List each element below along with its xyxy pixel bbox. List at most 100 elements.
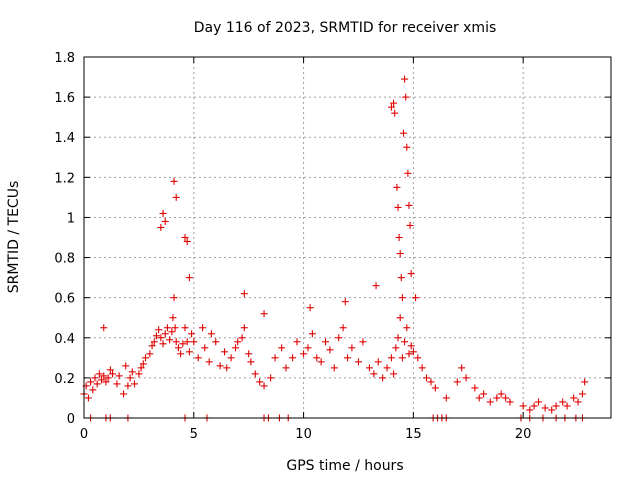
data-point: [393, 183, 401, 191]
data-point: [199, 324, 207, 332]
data-point: [113, 380, 121, 388]
data-point: [87, 378, 95, 386]
data-point: [256, 378, 264, 386]
data-point: [414, 354, 422, 362]
data-point: [232, 344, 240, 352]
data-point: [171, 324, 179, 332]
data-point: [185, 274, 193, 282]
y-tick-label: 1.4: [54, 131, 75, 146]
data-point: [578, 390, 586, 398]
data-point: [172, 338, 180, 346]
data-point: [179, 340, 187, 348]
data-point: [548, 406, 556, 414]
data-point: [453, 378, 461, 386]
data-point: [109, 370, 117, 378]
data-point: [155, 326, 163, 334]
data-point: [163, 324, 171, 332]
data-point: [480, 390, 488, 398]
data-point: [135, 370, 143, 378]
data-point: [146, 350, 154, 358]
data-point: [139, 360, 147, 368]
data-point: [462, 374, 470, 382]
data-point: [403, 143, 411, 151]
data-point: [407, 270, 415, 278]
data-point: [150, 338, 158, 346]
data-point: [172, 193, 180, 201]
data-point: [216, 362, 224, 370]
data-point: [552, 402, 560, 410]
data-point: [177, 350, 185, 358]
data-point: [526, 406, 534, 414]
data-point: [397, 274, 405, 282]
y-tick-label: 0: [67, 412, 75, 427]
data-point: [541, 404, 549, 412]
data-point: [174, 344, 182, 352]
data-point: [398, 294, 406, 302]
grid: [84, 57, 611, 418]
data-point: [306, 304, 314, 312]
data-point: [374, 358, 382, 366]
chart-title: Day 116 of 2023, SRMTID for receiver xmi…: [194, 20, 497, 36]
data-point: [227, 354, 235, 362]
data-point: [170, 177, 178, 185]
data-point: [300, 350, 308, 358]
data-point: [506, 398, 514, 406]
data-point: [234, 338, 242, 346]
data-point: [502, 394, 510, 402]
data-point: [475, 394, 483, 402]
y-tick-label: 0.6: [54, 292, 75, 307]
data-point: [406, 221, 414, 229]
data-point: [223, 364, 231, 372]
data-point: [398, 354, 406, 362]
data-point: [157, 223, 165, 231]
data-point: [181, 324, 189, 332]
data-point: [370, 370, 378, 378]
data-point: [260, 382, 268, 390]
data-point: [486, 398, 494, 406]
data-point: [354, 358, 362, 366]
data-point: [401, 338, 409, 346]
data-point: [341, 298, 349, 306]
data-point: [152, 332, 160, 340]
data-point: [168, 328, 176, 336]
data-point: [304, 344, 312, 352]
data-point: [390, 99, 398, 107]
data-point: [493, 394, 501, 402]
data-point: [387, 354, 395, 362]
y-tick-label: 1: [67, 211, 75, 226]
data-point: [194, 354, 202, 362]
x-tick-label: 0: [80, 427, 88, 442]
data-point: [574, 398, 582, 406]
data-point: [563, 402, 571, 410]
data-point: [148, 342, 156, 350]
data-point: [91, 374, 99, 382]
data-point: [93, 380, 101, 388]
data-point: [399, 129, 407, 137]
data-point: [115, 372, 123, 380]
data-point: [326, 346, 334, 354]
data-point: [344, 354, 351, 362]
y-tick-label: 0.2: [54, 372, 75, 387]
data-point: [161, 217, 169, 225]
data-point: [240, 324, 248, 332]
data-point: [188, 330, 196, 338]
data-point: [418, 364, 426, 372]
data-point: [100, 324, 108, 332]
x-tick-label: 10: [295, 427, 312, 442]
data-point: [201, 344, 209, 352]
y-tick-label: 1.6: [54, 91, 75, 106]
data-point: [212, 338, 220, 346]
data-point: [471, 384, 479, 392]
data-points: [80, 75, 589, 422]
y-tick-label: 1.8: [54, 51, 75, 66]
y-tick-label: 0.8: [54, 252, 75, 267]
data-point: [559, 398, 567, 406]
data-point: [519, 402, 527, 410]
data-point: [308, 330, 316, 338]
data-point: [95, 370, 103, 378]
data-point: [404, 169, 412, 177]
data-point: [106, 366, 114, 374]
data-point: [282, 364, 290, 372]
data-point: [396, 250, 404, 258]
